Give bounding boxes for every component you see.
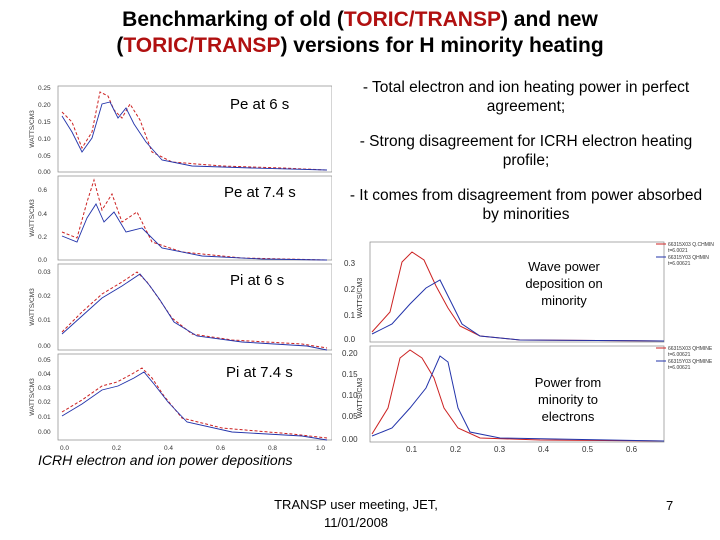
- svg-text:0.2: 0.2: [344, 285, 356, 294]
- svg-text:0.05: 0.05: [38, 153, 51, 160]
- xtick: 0.1: [406, 445, 418, 454]
- svg-text:t=6.00621: t=6.00621: [668, 365, 691, 371]
- svg-text:0.6: 0.6: [38, 187, 47, 194]
- panel-pi-7-4s: WATTS/CM3 0.05 0.04 0.03 0.02 0.01 0.00: [29, 353, 332, 441]
- xtick: 0.8: [268, 445, 277, 452]
- label-pe-6s: Pe at 6 s: [228, 96, 292, 113]
- xtick: 0.5: [582, 445, 594, 454]
- right-plots: WATTS/CM3 0.3 0.2 0.1 0.0 66315X03 Q.CHM…: [342, 241, 714, 454]
- xtick: 0.6: [626, 445, 638, 454]
- xtick: 0.2: [450, 445, 462, 454]
- svg-text:0.01: 0.01: [38, 317, 51, 324]
- svg-text:0.20: 0.20: [38, 102, 51, 109]
- panel-pe-7-4s: WATTS/CM3 0.6 0.4 0.2 0.0: [29, 175, 332, 264]
- svg-text:0.20: 0.20: [342, 349, 358, 358]
- axis-label: WATTS/CM3: [29, 110, 36, 148]
- xtick: 0.4: [538, 445, 550, 454]
- svg-text:0.10: 0.10: [38, 136, 51, 143]
- svg-text:66315X03 Q.CHMIN: 66315X03 Q.CHMIN: [668, 242, 714, 248]
- svg-text:0.2: 0.2: [38, 234, 47, 241]
- panel-wave-power: WATTS/CM3 0.3 0.2 0.1 0.0 66315X03 Q.CHM…: [344, 241, 714, 344]
- svg-text:66315Y03 QHMIN: 66315Y03 QHMIN: [668, 255, 709, 261]
- legend: 66315X03 QHMINE t=6.00621 66315Y03 QHMIN…: [656, 346, 713, 371]
- svg-text:WATTS/CM3: WATTS/CM3: [29, 199, 36, 237]
- svg-text:WATTS/CM3: WATTS/CM3: [357, 378, 364, 419]
- footer-line-1: TRANSP user meeting, JET,: [274, 497, 438, 512]
- title-line-1: Benchmarking of old (TORIC/TRANSP) and n…: [122, 8, 598, 31]
- svg-text:0.01: 0.01: [38, 414, 51, 421]
- svg-text:0.15: 0.15: [38, 119, 51, 126]
- xtick: 0.3: [494, 445, 506, 454]
- svg-text:0.0: 0.0: [344, 335, 356, 344]
- label-pi-6s: Pi at 6 s: [228, 272, 287, 289]
- svg-text:0.00: 0.00: [342, 435, 358, 444]
- svg-text:0.02: 0.02: [38, 293, 51, 300]
- svg-text:66315Y03 QHMINE: 66315Y03 QHMINE: [668, 359, 713, 365]
- svg-text:0.05: 0.05: [342, 412, 358, 421]
- svg-text:t=6.0021: t=6.0021: [668, 248, 688, 254]
- label-pi-7-4s: Pi at 7.4 s: [224, 364, 295, 381]
- panel-minority-to-electrons: WATTS/CM3 0.20 0.15 0.10 0.05 0.00 66315…: [342, 345, 713, 444]
- svg-text:WATTS/CM3: WATTS/CM3: [29, 378, 36, 416]
- bullet-total-power: - Total electron and ion heating power i…: [362, 79, 690, 115]
- svg-text:0.04: 0.04: [38, 371, 51, 378]
- svg-text:0.25: 0.25: [38, 85, 51, 92]
- svg-text:0.00: 0.00: [38, 343, 51, 350]
- svg-text:0.00: 0.00: [38, 429, 51, 436]
- svg-text:0.10: 0.10: [342, 391, 358, 400]
- svg-text:0.05: 0.05: [38, 357, 51, 364]
- figure-caption: ICRH electron and ion power depositions: [38, 452, 293, 468]
- svg-text:0.1: 0.1: [344, 311, 356, 320]
- panel-pe-6s: WATTS/CM3 0.25 0.20 0.15 0.10 0.05 0.00: [29, 85, 332, 176]
- legend: 66315X03 Q.CHMIN t=6.0021 66315Y03 QHMIN…: [656, 242, 714, 267]
- bullet-disagreement: - Strong disagreement for ICRH electron …: [359, 133, 693, 169]
- svg-text:0.15: 0.15: [342, 370, 358, 379]
- svg-text:t=6.00621: t=6.00621: [668, 261, 691, 267]
- xtick: 0.0: [60, 445, 69, 452]
- svg-text:WATTS/CM3: WATTS/CM3: [357, 278, 364, 319]
- note-wave-power: Wave power deposition on minority: [512, 258, 616, 309]
- svg-text:0.03: 0.03: [38, 269, 51, 276]
- note-minority-electrons: Power from minority to electrons: [520, 374, 616, 425]
- xtick: 0.6: [216, 445, 225, 452]
- slide-title: Benchmarking of old (TORIC/TRANSP) and n…: [0, 7, 720, 59]
- label-pe-7-4s: Pe at 7.4 s: [222, 184, 298, 201]
- svg-text:0.0: 0.0: [38, 257, 47, 264]
- footer: TRANSP user meeting, JET, 11/01/2008: [258, 496, 454, 532]
- xtick: 0.4: [164, 445, 173, 452]
- svg-text:t=6.00621: t=6.00621: [668, 352, 691, 358]
- page-number: 7: [666, 498, 674, 513]
- footer-line-2: 11/01/2008: [323, 515, 389, 530]
- title-line-2: (TORIC/TRANSP) versions for H minority h…: [116, 34, 604, 57]
- svg-text:0.00: 0.00: [38, 169, 51, 176]
- left-plots: WATTS/CM3 0.25 0.20 0.15 0.10 0.05 0.00 …: [29, 85, 332, 452]
- xtick: 1.0: [316, 445, 325, 452]
- bullet-minorities: - It comes from disagreement from power …: [349, 187, 703, 223]
- panel-pi-6s: WATTS/CM3 0.03 0.02 0.01 0.00: [29, 263, 332, 351]
- svg-text:66315X03 QHMINE: 66315X03 QHMINE: [668, 346, 713, 352]
- svg-text:WATTS/CM3: WATTS/CM3: [29, 288, 36, 326]
- svg-text:0.4: 0.4: [38, 211, 47, 218]
- xtick: 0.2: [112, 445, 121, 452]
- svg-text:0.02: 0.02: [38, 399, 51, 406]
- svg-text:0.03: 0.03: [38, 385, 51, 392]
- svg-text:0.3: 0.3: [344, 259, 356, 268]
